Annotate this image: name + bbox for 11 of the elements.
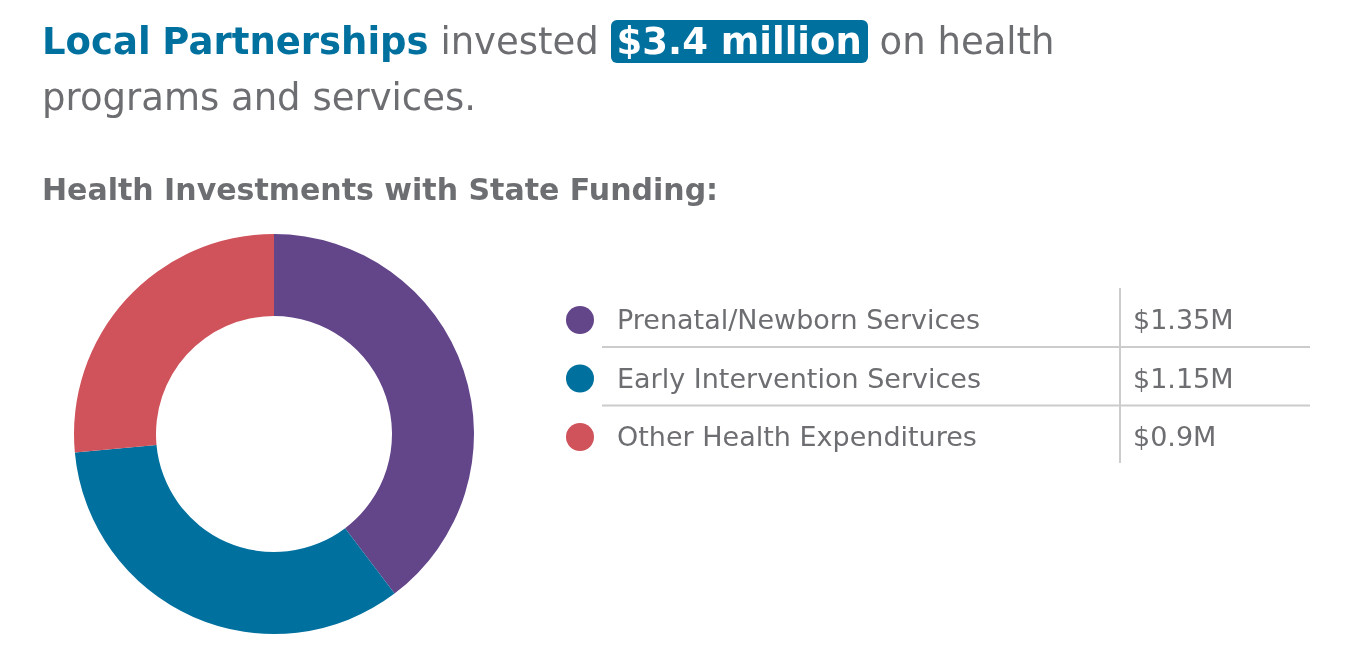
donut-slice xyxy=(74,444,395,634)
donut-slice xyxy=(74,234,274,453)
data-label: $1.15M xyxy=(1133,362,1234,394)
legend-label: Other Health Expenditures xyxy=(617,421,977,452)
donut-slice xyxy=(274,234,474,594)
legend-label: Prenatal/Newborn Services xyxy=(617,304,981,335)
chart-title: Local Partnerships invested $3.4 million on health programs and services. xyxy=(42,20,1055,119)
data-label: $1.35M xyxy=(1133,304,1234,335)
chart-subtitle: Health Investments with State Funding: xyxy=(42,172,719,207)
legend-label: Early Intervention Services xyxy=(617,362,981,394)
data-label: $0.9M xyxy=(1133,421,1217,452)
